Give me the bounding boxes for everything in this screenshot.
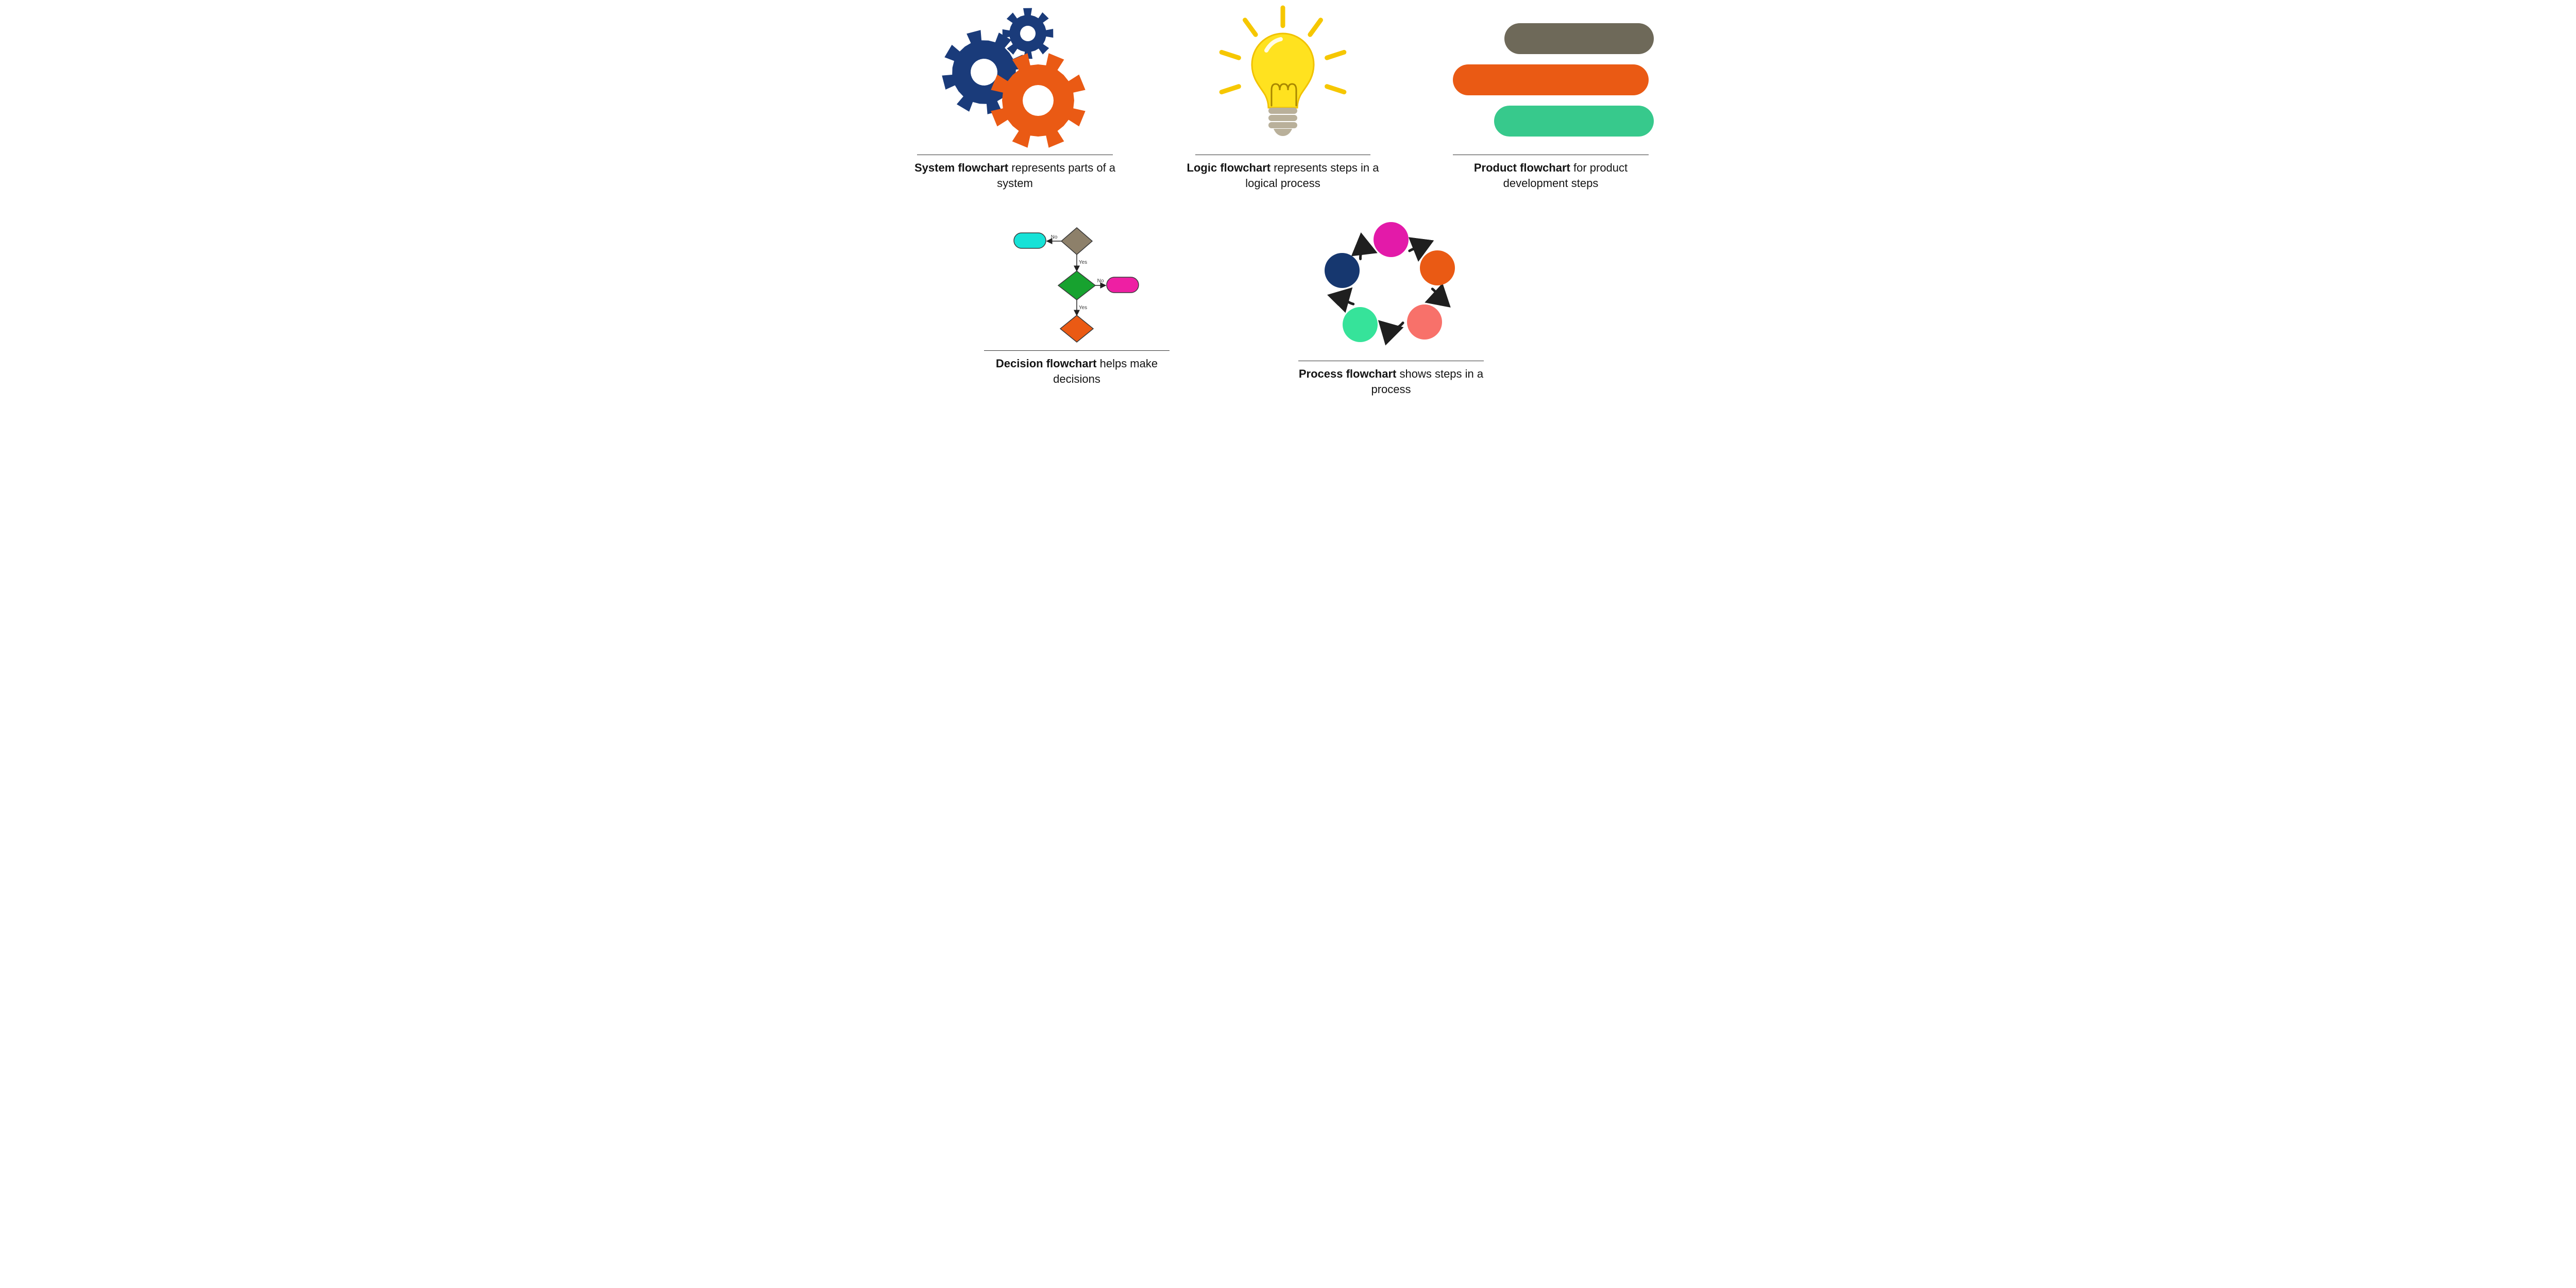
svg-text:No: No xyxy=(1097,278,1104,284)
svg-text:No: No xyxy=(1051,234,1058,240)
svg-text:Yes: Yes xyxy=(1079,260,1087,265)
cycle-icon xyxy=(1288,222,1494,355)
process-step xyxy=(1325,253,1360,288)
product-bar xyxy=(1494,106,1654,137)
bars-icon xyxy=(1448,10,1654,149)
process-step xyxy=(1420,250,1455,285)
gears-icon xyxy=(912,5,1118,149)
caption-logic: Logic flowchart represents steps in a lo… xyxy=(1180,160,1386,191)
infographic-canvas: System flowchart represents parts of a s… xyxy=(902,0,1674,402)
product-bar xyxy=(1504,23,1654,54)
card-logic-flowchart: Logic flowchart represents steps in a lo… xyxy=(1180,5,1386,191)
card-decision-flowchart: No Yes No Yes Decision flowchart helps make… xyxy=(974,222,1180,386)
card-process-flowchart: Process flowchart shows steps in a proce… xyxy=(1288,222,1494,397)
caption-product: Product flowchart for product developmen… xyxy=(1448,160,1654,191)
card-system-flowchart: System flowchart represents parts of a s… xyxy=(912,5,1118,191)
divider xyxy=(984,350,1170,351)
decision-flow-icon: No Yes No Yes xyxy=(974,222,1180,345)
process-step xyxy=(1407,304,1442,340)
caption-process: Process flowchart shows steps in a proce… xyxy=(1288,366,1494,397)
card-product-flowchart: Product flowchart for product developmen… xyxy=(1448,10,1654,191)
caption-decision: Decision flowchart helps make decisions xyxy=(974,356,1180,386)
caption-system: System flowchart represents parts of a s… xyxy=(912,160,1118,191)
lightbulb-icon xyxy=(1180,5,1386,149)
svg-text:Yes: Yes xyxy=(1079,305,1087,311)
process-step xyxy=(1374,222,1409,257)
process-step xyxy=(1343,307,1378,342)
product-bar xyxy=(1453,64,1649,95)
